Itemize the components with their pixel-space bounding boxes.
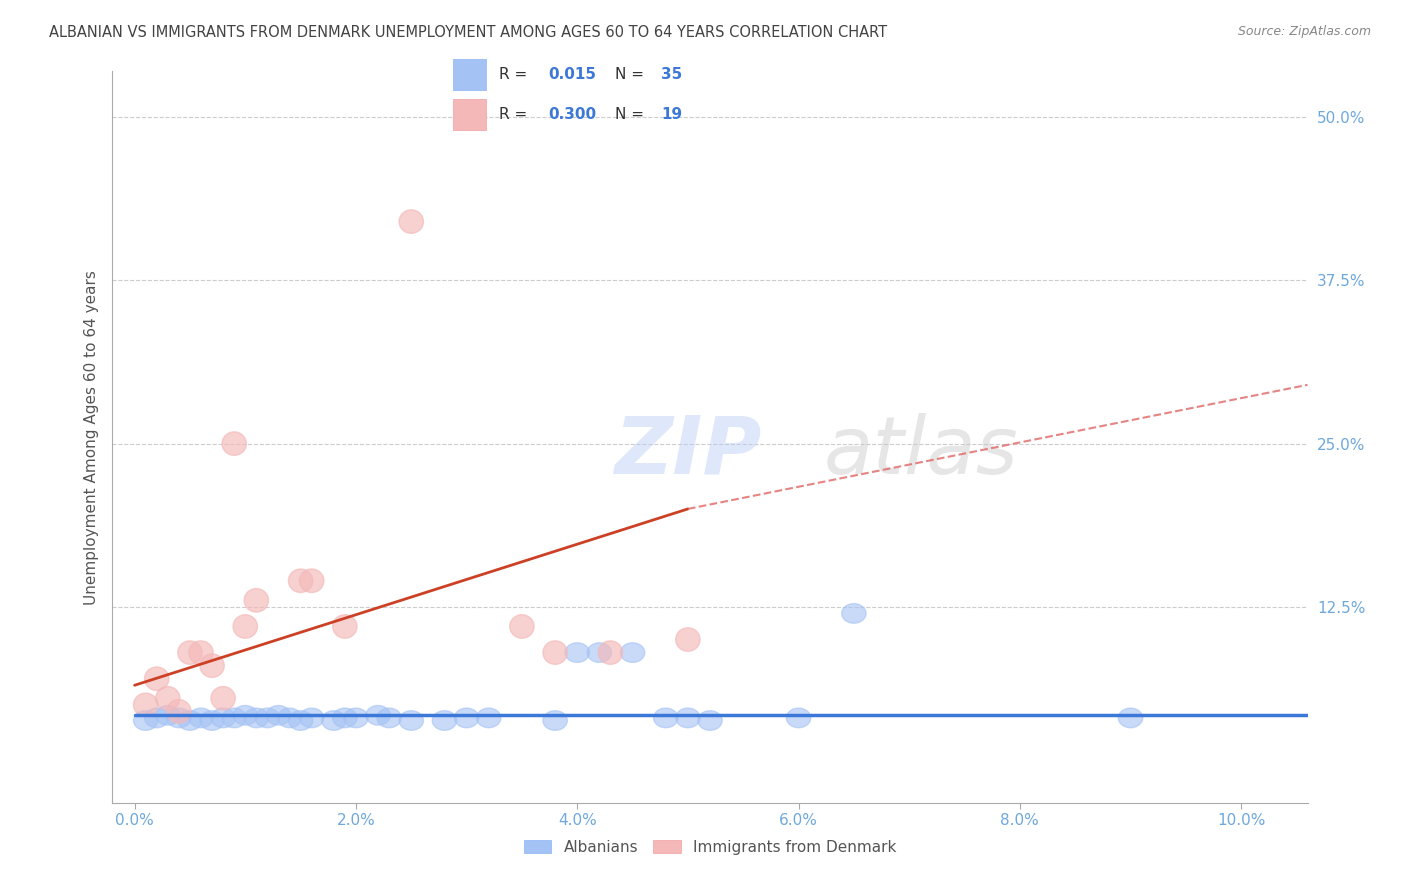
Text: ZIP: ZIP bbox=[614, 413, 762, 491]
Text: 0.015: 0.015 bbox=[548, 67, 596, 82]
Text: 0.300: 0.300 bbox=[548, 107, 596, 122]
FancyBboxPatch shape bbox=[453, 60, 486, 90]
FancyBboxPatch shape bbox=[453, 99, 486, 130]
Text: N =: N = bbox=[614, 107, 644, 122]
Text: R =: R = bbox=[499, 107, 527, 122]
Text: N =: N = bbox=[614, 67, 644, 82]
Text: Source: ZipAtlas.com: Source: ZipAtlas.com bbox=[1237, 25, 1371, 38]
Text: R =: R = bbox=[499, 67, 527, 82]
Legend: Albanians, Immigrants from Denmark: Albanians, Immigrants from Denmark bbox=[517, 834, 903, 861]
Text: ALBANIAN VS IMMIGRANTS FROM DENMARK UNEMPLOYMENT AMONG AGES 60 TO 64 YEARS CORRE: ALBANIAN VS IMMIGRANTS FROM DENMARK UNEM… bbox=[49, 25, 887, 40]
Text: 35: 35 bbox=[661, 67, 682, 82]
Text: 19: 19 bbox=[661, 107, 682, 122]
Text: atlas: atlas bbox=[824, 413, 1018, 491]
Y-axis label: Unemployment Among Ages 60 to 64 years: Unemployment Among Ages 60 to 64 years bbox=[83, 269, 98, 605]
